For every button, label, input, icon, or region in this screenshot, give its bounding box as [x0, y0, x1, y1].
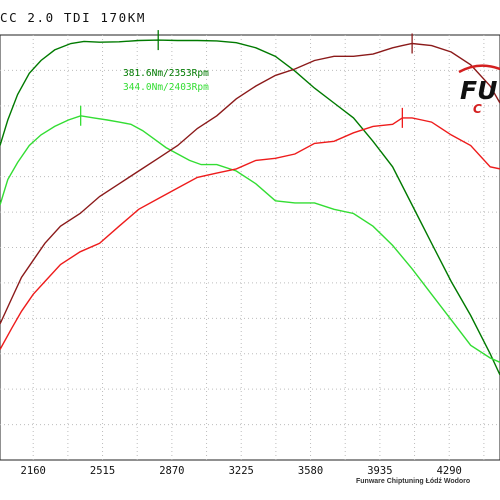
x-tick-label: 3580	[298, 465, 323, 477]
x-tick-label: 2160	[21, 465, 46, 477]
x-tick-label: 3225	[229, 465, 254, 477]
series-line-3	[0, 117, 500, 350]
x-tick-label: 4290	[437, 465, 462, 477]
chart-title: CC 2.0 TDI 170KM	[0, 10, 147, 25]
peak-annotation-dark-green: 381.6Nm/2353Rpm	[123, 68, 209, 79]
series-line-2	[0, 42, 500, 325]
peak-annotation-light-green: 344.0Nm/2403Rpm	[123, 82, 209, 93]
series-line-1	[0, 115, 500, 363]
x-tick-labels: 2160 2515 2870 3225 3580 3935 4290	[21, 465, 462, 477]
grid-lines	[0, 35, 500, 460]
x-tick-label: 3935	[367, 465, 392, 477]
series-layer	[0, 39, 500, 376]
x-tick-label: 2870	[159, 465, 184, 477]
series-line-0	[0, 39, 500, 376]
svg-text:FU: FU	[460, 76, 497, 105]
footer-credit: Funware Chiptuning Łódź Wodoro	[356, 478, 471, 485]
x-tick-label: 2515	[90, 465, 115, 477]
brand-logo: FU C	[458, 64, 500, 115]
svg-text:C: C	[473, 102, 482, 115]
peak-markers	[80, 30, 413, 128]
plot-frame	[0, 34, 500, 461]
